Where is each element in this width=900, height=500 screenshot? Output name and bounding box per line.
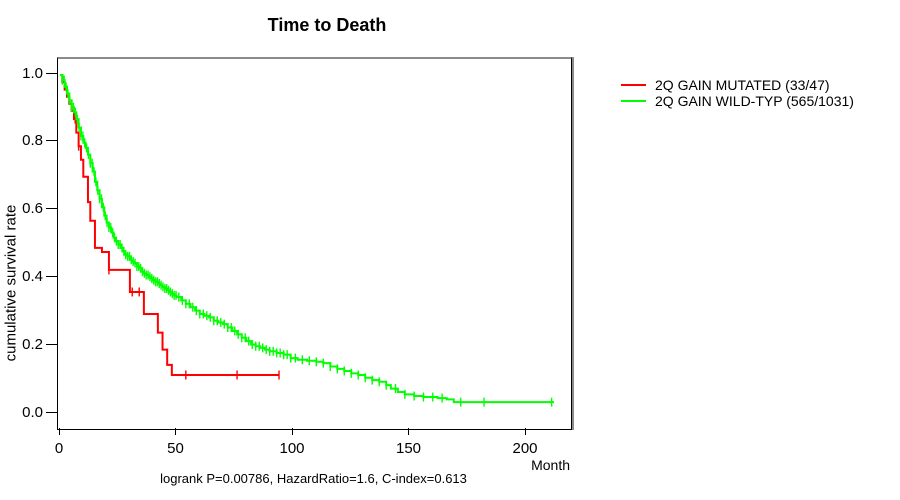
x-axis-tick bbox=[175, 428, 176, 435]
chart-title: Time to Death bbox=[267, 15, 387, 35]
x-tick-label: 200 bbox=[512, 440, 538, 457]
x-tick-label: 50 bbox=[167, 440, 184, 457]
stats-annotation: logrank P=0.00786, HazardRatio=1.6, C-in… bbox=[160, 471, 467, 486]
x-tick-label: 0 bbox=[54, 440, 64, 457]
survival-curves-svg bbox=[60, 74, 554, 407]
x-axis-unit-label: Month bbox=[531, 457, 570, 473]
y-tick-label: 0.8 bbox=[22, 132, 43, 150]
x-axis-tick bbox=[408, 428, 409, 435]
y-tick-label: 0.0 bbox=[22, 403, 43, 421]
x-axis-tick bbox=[58, 428, 60, 435]
y-axis-tick bbox=[46, 72, 57, 74]
survival-curve bbox=[60, 74, 280, 377]
y-axis-tick bbox=[46, 208, 57, 210]
x-tick-label: 100 bbox=[279, 440, 305, 457]
y-tick-label: 0.2 bbox=[22, 335, 43, 353]
legend: 2Q GAIN MUTATED (33/47) 2Q GAIN WILD-TYP… bbox=[621, 77, 854, 109]
y-axis-tick bbox=[46, 343, 57, 345]
legend-item-mutated: 2Q GAIN MUTATED (33/47) bbox=[621, 77, 854, 93]
y-axis-tick bbox=[46, 275, 57, 277]
x-axis-tick bbox=[524, 428, 526, 435]
x-axis-tick bbox=[291, 428, 293, 435]
legend-item-wildtype: 2Q GAIN WILD-TYP (565/1031) bbox=[621, 93, 854, 109]
y-tick-label: 0.4 bbox=[22, 267, 43, 285]
legend-label-wildtype: 2Q GAIN WILD-TYP (565/1031) bbox=[655, 93, 854, 109]
plot-area bbox=[57, 57, 572, 430]
legend-line-red bbox=[621, 84, 646, 86]
legend-line-green bbox=[621, 100, 646, 102]
x-tick-label: 150 bbox=[395, 440, 422, 457]
y-axis-tick bbox=[46, 411, 57, 413]
y-tick-label: 0.6 bbox=[22, 200, 43, 218]
survival-curve bbox=[60, 74, 554, 404]
y-axis-tick bbox=[46, 140, 57, 142]
legend-label-mutated: 2Q GAIN MUTATED (33/47) bbox=[655, 77, 830, 93]
y-tick-label: 1.0 bbox=[22, 64, 43, 82]
